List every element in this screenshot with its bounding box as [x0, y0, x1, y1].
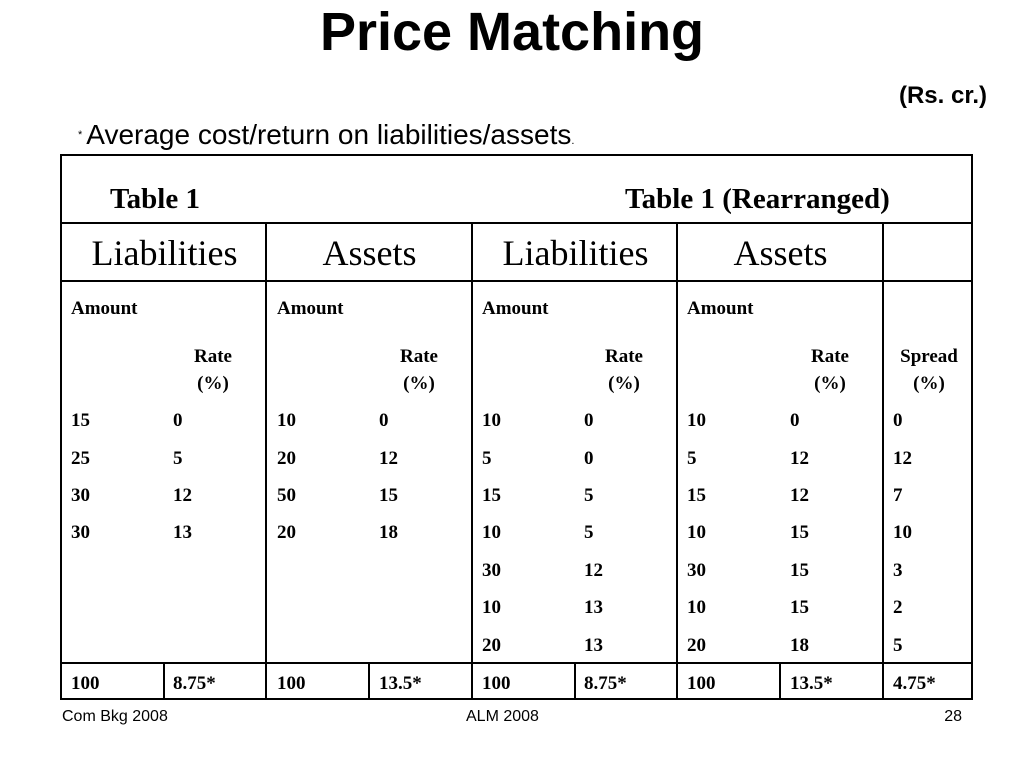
- total-cell: 8.75*: [173, 673, 216, 694]
- total-cell: 100: [687, 673, 716, 694]
- table2-cell: 0: [893, 410, 903, 431]
- totals-divider: [163, 662, 165, 700]
- table1-cell: 10: [277, 410, 296, 431]
- table2-cell: 12: [790, 485, 809, 506]
- rate-label: Rate (%): [194, 346, 232, 394]
- totals-divider: [368, 662, 370, 700]
- amount-label: Amount: [71, 298, 138, 319]
- table2-cell: 5: [687, 448, 697, 469]
- table-rule-header: [62, 280, 971, 282]
- subtitle-period: .: [571, 135, 575, 147]
- table1-cell: 12: [379, 448, 398, 469]
- subtitle-text: Average cost/return on liabilities/asset…: [86, 119, 572, 150]
- table2-cell: 10: [687, 410, 706, 431]
- table1-cell: 25: [71, 448, 90, 469]
- table2-cell: 13: [584, 635, 603, 656]
- table-rule-totals: [62, 662, 971, 664]
- table1-cell: 0: [379, 410, 389, 431]
- header-assets: Assets: [322, 233, 417, 273]
- currency-unit: (Rs. cr.): [898, 82, 987, 109]
- table2-cell: 15: [790, 560, 809, 581]
- table2-cell: 12: [790, 448, 809, 469]
- price-matching-table: Table 1 Table 1 (Rearranged) Liabilities…: [60, 154, 973, 700]
- asterisk-marker: *: [78, 129, 83, 141]
- table2-cell: 0: [790, 410, 800, 431]
- table1-cell: 20: [277, 448, 296, 469]
- table2-cell: 5: [893, 635, 903, 656]
- rate-label: Rate (%): [605, 346, 643, 394]
- table2-cell: 5: [584, 522, 594, 543]
- table1-cell: 15: [379, 485, 398, 506]
- table2-cell: 5: [584, 485, 594, 506]
- table1-cell: 50: [277, 485, 296, 506]
- amount-label: Amount: [482, 298, 549, 319]
- header-liabilities: Liabilities: [91, 233, 238, 273]
- table2-cell: 30: [687, 560, 706, 581]
- table1-cell: 12: [173, 485, 192, 506]
- table1-cell: 18: [379, 522, 398, 543]
- table2-cell: 3: [893, 560, 903, 581]
- slide-title: Price Matching: [319, 2, 705, 62]
- footer-center: ALM 2008: [466, 708, 539, 725]
- table-rule-caption: [62, 222, 971, 224]
- rate-label: Rate (%): [811, 346, 849, 394]
- table1-cell: 20: [277, 522, 296, 543]
- table1-cell: 13: [173, 522, 192, 543]
- totals-divider: [574, 662, 576, 700]
- table2-cell: 10: [482, 410, 501, 431]
- header-liabilities: Liabilities: [502, 233, 649, 273]
- table2-cell: 10: [482, 522, 501, 543]
- table2-cell: 7: [893, 485, 903, 506]
- spread-label: Spread (%): [900, 346, 958, 394]
- header-assets: Assets: [733, 233, 828, 273]
- table2-cell: 15: [790, 522, 809, 543]
- table1-cell: 30: [71, 522, 90, 543]
- table2-cell: 10: [893, 522, 912, 543]
- table2-cell: 15: [790, 597, 809, 618]
- table2-cell: 20: [687, 635, 706, 656]
- table2-cell: 0: [584, 448, 594, 469]
- footer-left: Com Bkg 2008: [62, 708, 168, 725]
- page-number: 28: [944, 708, 962, 725]
- total-cell: 100: [482, 673, 511, 694]
- table1-cell: 30: [71, 485, 90, 506]
- table1-cell: 0: [173, 410, 183, 431]
- table2-cell: 12: [584, 560, 603, 581]
- table2-cell: 10: [482, 597, 501, 618]
- table1-cell: 15: [71, 410, 90, 431]
- table2-cell: 13: [584, 597, 603, 618]
- table2-cell: 12: [893, 448, 912, 469]
- total-cell: 13.5*: [379, 673, 422, 694]
- table2-cell: 2: [893, 597, 903, 618]
- total-cell: 4.75*: [893, 673, 936, 694]
- rate-label: Rate (%): [400, 346, 438, 394]
- amount-label: Amount: [687, 298, 754, 319]
- caption-table1: Table 1: [110, 183, 200, 215]
- table1-cell: 5: [173, 448, 183, 469]
- table2-cell: 30: [482, 560, 501, 581]
- table2-cell: 20: [482, 635, 501, 656]
- amount-label: Amount: [277, 298, 344, 319]
- column-divider: [471, 222, 473, 700]
- table2-cell: 18: [790, 635, 809, 656]
- table2-cell: 10: [687, 522, 706, 543]
- column-divider: [265, 222, 267, 700]
- total-cell: 100: [71, 673, 100, 694]
- totals-divider: [779, 662, 781, 700]
- total-cell: 8.75*: [584, 673, 627, 694]
- total-cell: 13.5*: [790, 673, 833, 694]
- table2-cell: 5: [482, 448, 492, 469]
- column-divider: [676, 222, 678, 700]
- total-cell: 100: [277, 673, 306, 694]
- table2-cell: 15: [482, 485, 501, 506]
- table2-cell: 15: [687, 485, 706, 506]
- subtitle: * Average cost/return on liabilities/asse…: [78, 115, 574, 161]
- caption-table1-rearranged: Table 1 (Rearranged): [625, 183, 890, 215]
- table2-cell: 0: [584, 410, 594, 431]
- column-divider: [882, 222, 884, 700]
- table2-cell: 10: [687, 597, 706, 618]
